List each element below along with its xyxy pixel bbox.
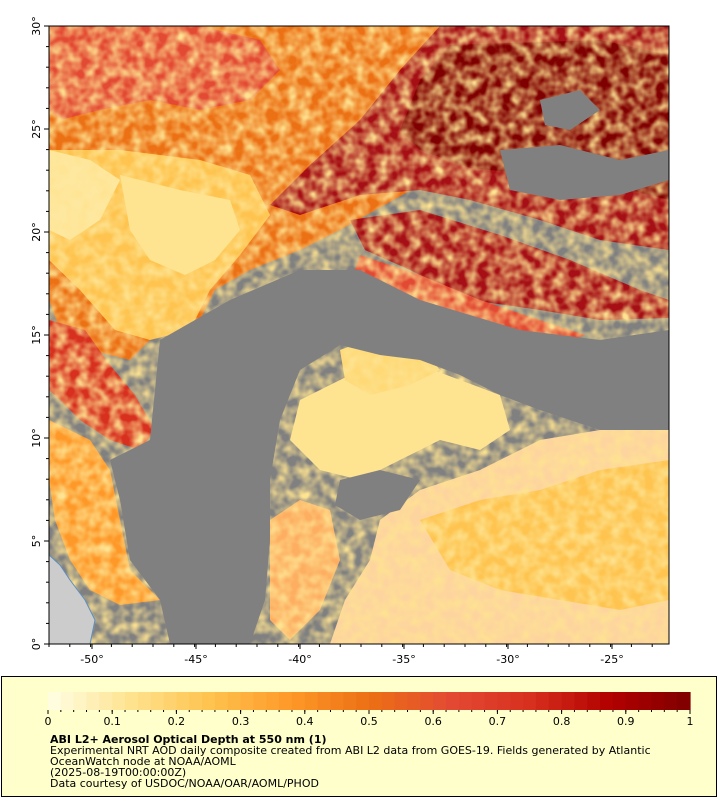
colorbar-cells: [48, 692, 691, 710]
colorbar-cell: [394, 692, 409, 710]
colorbar-cell: [677, 692, 691, 710]
colorbar-cell: [369, 692, 383, 710]
colorbar-cell: [458, 692, 473, 710]
lon-tick-label: -45°: [184, 653, 207, 666]
colorbar-cell: [600, 692, 614, 710]
colorbar-tick-label: 0.4: [296, 715, 314, 728]
colorbar-cell: [356, 692, 370, 710]
colorbar-cell: [227, 692, 242, 710]
lat-tick-label: 5°: [30, 535, 43, 548]
legend-title: ABI L2+ Aerosol Optical Depth at 550 nm …: [50, 733, 327, 746]
colorbar-cell: [214, 692, 229, 710]
colorbar-cell: [253, 692, 267, 710]
colorbar-cell: [638, 692, 653, 710]
colorbar-tick-label: 0.2: [168, 715, 186, 728]
colorbar-cell: [407, 692, 421, 710]
colorbar-cell: [48, 692, 62, 710]
colorbar-cell: [625, 692, 640, 710]
colorbar-tick-label: 1: [687, 715, 694, 728]
legend-description: Experimental NRT AOD daily composite cre…: [50, 744, 651, 768]
lat-tick-label: 30°: [30, 16, 43, 36]
colorbar-cell: [484, 692, 498, 710]
colorbar-tick-label: 0.8: [553, 715, 571, 728]
colorbar-cell: [330, 692, 344, 710]
lon-axis: -50° -45° -40° -35° -30° -25°: [48, 644, 653, 666]
colorbar-cell: [535, 692, 550, 710]
lon-tick-label: -50°: [80, 653, 103, 666]
coastline: [49, 554, 96, 644]
colorbar-cell: [548, 692, 563, 710]
colorbar-cell: [189, 692, 203, 710]
colorbar-cell: [176, 692, 190, 710]
map-figure: -50° -45° -40° -35° -30° -25° 0° 5° 10° 15° 20° 25…: [30, 16, 670, 666]
lat-tick-label: 25°: [30, 119, 43, 139]
lat-axis: 0° 5° 10° 15° 20° 25° 30°: [30, 16, 49, 650]
colorbar-cell: [60, 692, 75, 710]
lon-tick-label: -40°: [288, 653, 311, 666]
colorbar-cell: [266, 692, 280, 710]
colorbar-cell: [125, 692, 139, 710]
colorbar-cell: [497, 692, 511, 710]
colorbar-cell: [651, 692, 665, 710]
colorbar-tick-label: 0.7: [489, 715, 507, 728]
lat-tick-label: 15°: [30, 325, 43, 345]
colorbar-cell: [612, 692, 627, 710]
lat-tick-label: 0°: [30, 638, 43, 651]
colorbar-cell: [561, 692, 576, 710]
colorbar-cell: [381, 692, 396, 710]
aod-field: [49, 26, 669, 644]
colorbar-cell: [304, 692, 319, 710]
colorbar-cell: [86, 692, 100, 710]
lat-tick-label: 10°: [30, 428, 43, 448]
colorbar: 0 0.1 0.2 0.3 0.4 0.5 0.6 0.7 0.8 0.9 1: [45, 692, 694, 728]
colorbar-ticks: 0 0.1 0.2 0.3 0.4 0.5 0.6 0.7 0.8 0.9 1: [45, 710, 694, 728]
legend-date: (2025-08-19T00:00:00Z): [50, 766, 187, 779]
colorbar-cell: [343, 692, 357, 710]
colorbar-cell: [73, 692, 88, 710]
lon-tick-label: -30°: [496, 653, 519, 666]
legend-panel: 0 0.1 0.2 0.3 0.4 0.5 0.6 0.7 0.8 0.9 1 ABI L2+ Ae…: [1, 676, 717, 797]
gap-south-east: [335, 470, 420, 520]
colorbar-cell: [240, 692, 255, 710]
colorbar-cell: [137, 692, 152, 710]
colorbar-cell: [317, 692, 332, 710]
colorbar-cell: [279, 692, 293, 710]
gap-north-east: [540, 90, 600, 130]
colorbar-cell: [99, 692, 113, 710]
colorbar-tick-label: 0.5: [360, 715, 378, 728]
colorbar-tick-label: 0: [45, 715, 52, 728]
colorbar-cell: [291, 692, 306, 710]
colorbar-cell: [202, 692, 216, 710]
land-south-america: [49, 555, 95, 644]
aod-gaps: [110, 90, 669, 644]
colorbar-tick-label: 0.6: [424, 715, 442, 728]
colorbar-cell: [471, 692, 486, 710]
colorbar-cell: [112, 692, 126, 710]
colorbar-cell: [574, 692, 588, 710]
colorbar-cell: [587, 692, 601, 710]
colorbar-tick-label: 0.3: [232, 715, 250, 728]
colorbar-cell: [664, 692, 678, 710]
colorbar-cell: [420, 692, 434, 710]
colorbar-cell: [523, 692, 537, 710]
colorbar-cell: [150, 692, 165, 710]
colorbar-tick-label: 0.9: [617, 715, 635, 728]
colorbar-cell: [433, 692, 447, 710]
colorbar-cell: [163, 692, 177, 710]
lon-tick-label: -35°: [392, 653, 415, 666]
colorbar-cell: [446, 692, 460, 710]
colorbar-cell: [510, 692, 524, 710]
legend-credit: Data courtesy of USDOC/NOAA/OAR/AOML/PHO…: [50, 777, 319, 790]
colorbar-tick-label: 0.1: [103, 715, 121, 728]
lon-tick-label: -25°: [600, 653, 623, 666]
lat-tick-label: 20°: [30, 222, 43, 242]
gap-central-ocean: [110, 270, 669, 644]
gap-east-plume: [500, 145, 669, 200]
